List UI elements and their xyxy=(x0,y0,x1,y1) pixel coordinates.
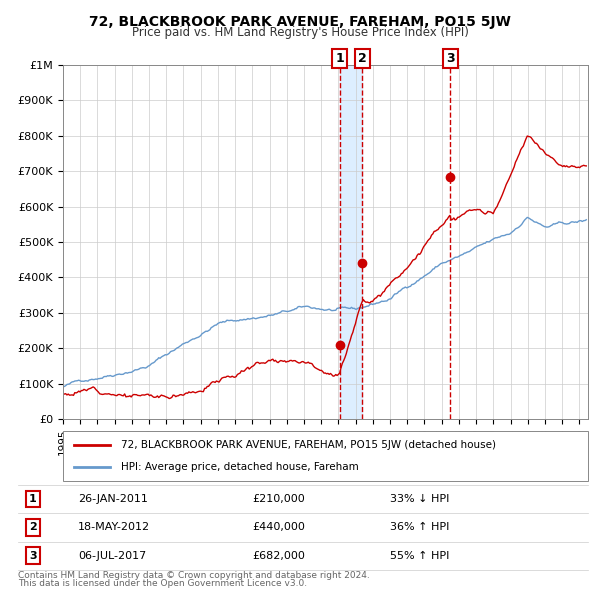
Text: 55% ↑ HPI: 55% ↑ HPI xyxy=(390,551,449,560)
Text: £440,000: £440,000 xyxy=(252,523,305,532)
Text: 2: 2 xyxy=(29,523,37,532)
Text: £682,000: £682,000 xyxy=(252,551,305,560)
Text: Price paid vs. HM Land Registry's House Price Index (HPI): Price paid vs. HM Land Registry's House … xyxy=(131,26,469,39)
Text: Contains HM Land Registry data © Crown copyright and database right 2024.: Contains HM Land Registry data © Crown c… xyxy=(18,571,370,580)
Text: 33% ↓ HPI: 33% ↓ HPI xyxy=(390,494,449,504)
Text: 1: 1 xyxy=(335,52,344,65)
Text: 3: 3 xyxy=(446,52,455,65)
Text: 36% ↑ HPI: 36% ↑ HPI xyxy=(390,523,449,532)
Text: £210,000: £210,000 xyxy=(252,494,305,504)
Bar xyxy=(340,65,362,419)
Text: 1: 1 xyxy=(29,494,37,504)
Text: 18-MAY-2012: 18-MAY-2012 xyxy=(78,523,150,532)
Text: 06-JUL-2017: 06-JUL-2017 xyxy=(78,551,146,560)
Text: 72, BLACKBROOK PARK AVENUE, FAREHAM, PO15 5JW: 72, BLACKBROOK PARK AVENUE, FAREHAM, PO1… xyxy=(89,15,511,29)
Text: 26-JAN-2011: 26-JAN-2011 xyxy=(78,494,148,504)
Text: 72, BLACKBROOK PARK AVENUE, FAREHAM, PO15 5JW (detached house): 72, BLACKBROOK PARK AVENUE, FAREHAM, PO1… xyxy=(121,440,496,450)
FancyBboxPatch shape xyxy=(63,431,588,481)
Text: 3: 3 xyxy=(29,551,37,560)
Text: This data is licensed under the Open Government Licence v3.0.: This data is licensed under the Open Gov… xyxy=(18,579,307,588)
Text: HPI: Average price, detached house, Fareham: HPI: Average price, detached house, Fare… xyxy=(121,462,359,472)
Text: 2: 2 xyxy=(358,52,367,65)
